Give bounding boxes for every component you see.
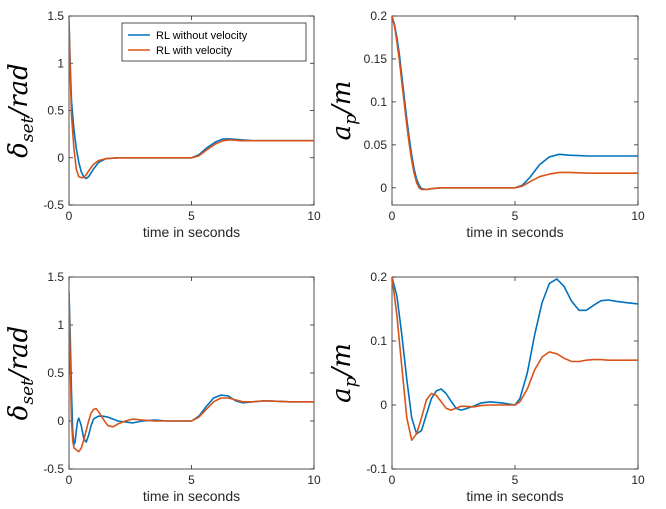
series-line-rl-with-velocity <box>392 16 638 191</box>
x-tick-label: 0 <box>66 209 73 223</box>
series-line-rl-with-velocity <box>69 291 314 453</box>
y-tick-label: -0.5 <box>43 198 64 212</box>
x-tick-label: 5 <box>512 209 519 223</box>
series-line-rl-without-velocity <box>392 277 638 435</box>
y-tick-label: 0 <box>380 398 387 412</box>
x-tick-label: 10 <box>307 473 321 487</box>
y-tick-label: 0.2 <box>370 270 387 284</box>
x-tick-label: 0 <box>66 473 73 487</box>
x-tick-label: 5 <box>512 473 519 487</box>
x-tick-label: 5 <box>188 209 195 223</box>
x-tick-label: 0 <box>389 473 396 487</box>
y-tick-label: 0.05 <box>364 138 388 152</box>
legend-entry: RL without velocity <box>156 30 248 42</box>
y-tick-label: 0 <box>57 151 64 165</box>
x-tick-label: 0 <box>389 209 396 223</box>
y-tick-label: 0.15 <box>364 52 388 66</box>
y-tick-label: -0.5 <box>43 462 64 476</box>
y-tick-label: 0 <box>57 414 64 428</box>
axes-box <box>391 276 639 470</box>
x-axis-label: time in seconds <box>466 224 563 240</box>
x-axis-label: time in seconds <box>466 488 563 504</box>
x-tick-label: 10 <box>307 209 321 223</box>
y-tick-label: 0 <box>380 181 387 195</box>
x-axis-label: time in seconds <box>143 488 240 504</box>
y-axis-label: δset/rad <box>4 326 38 421</box>
y-tick-label: 0.1 <box>370 95 387 109</box>
series-line-rl-with-velocity <box>392 277 638 442</box>
axes-box <box>68 276 315 470</box>
y-tick-label: 1.5 <box>47 270 64 284</box>
x-tick-label: 10 <box>631 473 645 487</box>
y-tick-label: -0.1 <box>366 462 387 476</box>
y-tick-label: 0.2 <box>370 9 387 23</box>
y-tick-label: 1.5 <box>47 9 64 23</box>
y-axis-label: ap/m <box>327 81 361 141</box>
y-axis-label: ap/m <box>327 343 361 403</box>
panel-top-right: 0 5 10 0 0.05 0.1 0.15 0.2 time in seconds ap/m <box>327 9 645 240</box>
x-tick-label: 10 <box>631 209 645 223</box>
series-line-rl-with-velocity <box>69 20 314 179</box>
series-line-rl-without-velocity <box>69 291 314 446</box>
axes-box <box>391 15 639 206</box>
y-tick-label: 1 <box>57 56 64 70</box>
legend-entry: RL with velocity <box>156 45 233 57</box>
y-tick-label: 0.5 <box>47 366 64 380</box>
y-tick-label: 0.5 <box>47 104 64 118</box>
y-tick-label: 0.1 <box>370 334 387 348</box>
y-tick-label: 1 <box>57 318 64 332</box>
legend-box <box>121 22 307 62</box>
x-axis-label: time in seconds <box>143 224 240 240</box>
x-tick-label: 5 <box>188 473 195 487</box>
legend: RL without velocity RL with velocity <box>121 22 307 62</box>
y-axis-label: δset/rad <box>4 63 38 158</box>
